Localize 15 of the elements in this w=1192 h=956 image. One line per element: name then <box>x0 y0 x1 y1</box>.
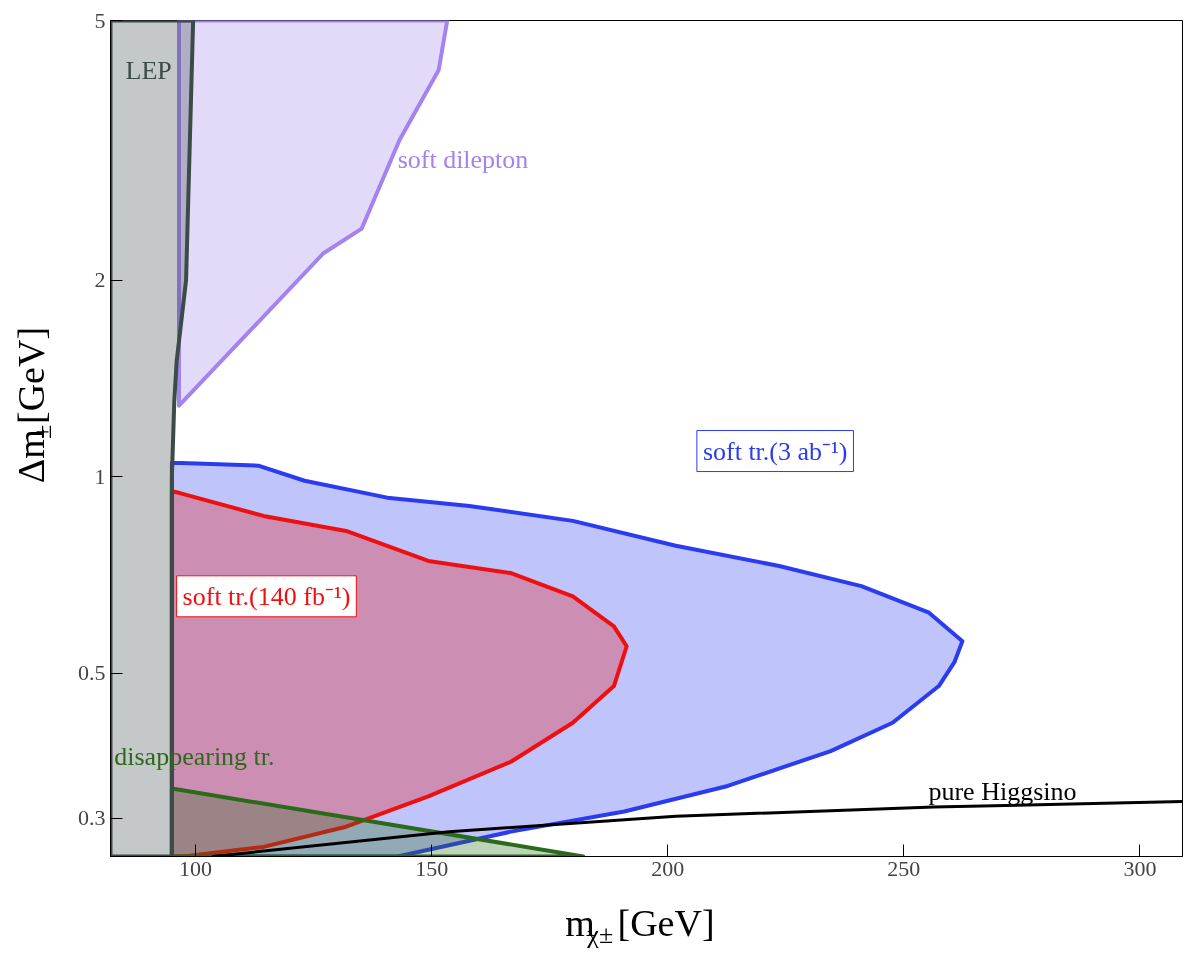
x-tick-label: 150 <box>415 855 449 881</box>
annotation: pure Higgsino <box>928 776 1077 806</box>
y-tick-label: 1 <box>94 463 106 489</box>
annotation: soft tr.(3 ab⁻¹) <box>702 436 848 466</box>
annotation: LEP <box>125 56 172 86</box>
x-tick-label: 250 <box>887 855 921 881</box>
y-tick-label: 0.3 <box>78 805 106 831</box>
x-tick-label: 100 <box>179 855 212 881</box>
x-tick-label: 200 <box>651 855 685 881</box>
y-tick-label: 5 <box>94 7 106 33</box>
annotation: soft dilepton <box>397 145 529 175</box>
y-tick-label: 0.5 <box>78 660 106 686</box>
x-tick-label: 300 <box>1123 855 1157 881</box>
annotation: soft tr.(140 fb⁻¹) <box>182 581 351 611</box>
y-tick-label: 2 <box>94 267 106 293</box>
